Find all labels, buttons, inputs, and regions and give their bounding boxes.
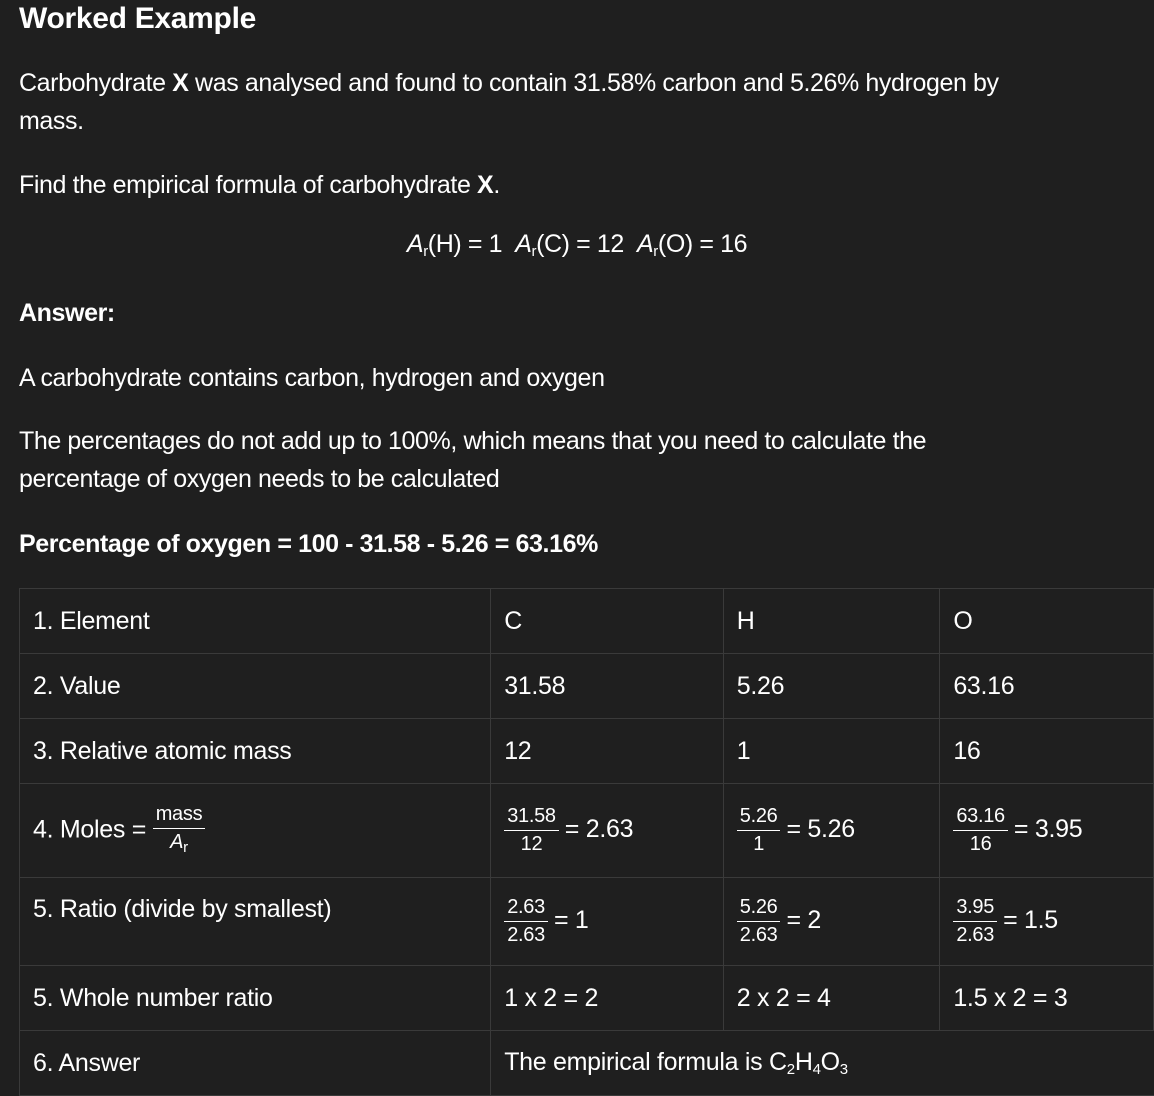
cell-whole-o: 1.5 x 2 = 3 <box>939 965 1154 1031</box>
empirical-formula-table: 1. Element C H O 2. Value 31.58 5.26 63.… <box>18 588 1154 1096</box>
cell-value-o: 63.16 <box>939 653 1154 719</box>
relative-atomic-masses: Ar(H) = 1 Ar(C) = 12 Ar(O) = 16 <box>406 230 748 260</box>
cell-answer: The empirical formula is C2H4O3 <box>490 1030 1154 1096</box>
find-instruction: Find the empirical formula of carbohydra… <box>19 171 500 199</box>
table-row-element: 1. Element C H O <box>18 588 1154 654</box>
cell-ratio-o: 3.95 2.63 = 1.5 <box>939 877 1154 966</box>
cell-moles-c: 31.58 12 = 2.63 <box>490 783 724 878</box>
cell-value-c: 31.58 <box>490 653 724 719</box>
cell-element-c: C <box>490 588 724 654</box>
cell-value-h: 5.26 <box>722 653 941 719</box>
cell-element-h: H <box>722 588 941 654</box>
table-row-value: 2. Value 31.58 5.26 63.16 <box>18 653 1154 719</box>
table-row-ratio: 5. Ratio (divide by smallest) 2.63 2.63 = … <box>18 877 1154 966</box>
worked-example-heading: Worked Example <box>19 2 257 35</box>
answer-label: Answer: <box>19 299 115 327</box>
cell-whole-h: 2 x 2 = 4 <box>722 965 941 1031</box>
row-label: 6. Answer <box>18 1030 492 1096</box>
question-text: Carbohydrate X was analysed and found to… <box>19 69 999 135</box>
moles-fraction: mass Ar <box>152 801 206 861</box>
row-label: 4. Moles = mass Ar <box>18 783 492 878</box>
row-label: 2. Value <box>18 653 492 719</box>
row-label: 1. Element <box>18 588 492 654</box>
cell-ratio-c: 2.63 2.63 = 1 <box>490 877 724 966</box>
table-row-answer: 6. Answer The empirical formula is C2H4O… <box>18 1030 1154 1096</box>
table-row-whole-number: 5. Whole number ratio 1 x 2 = 2 2 x 2 = … <box>18 965 1154 1031</box>
cell-element-o: O <box>939 588 1154 654</box>
cell-whole-c: 1 x 2 = 2 <box>490 965 724 1031</box>
cell-mass-o: 16 <box>939 718 1154 784</box>
oxygen-percentage: Percentage of oxygen = 100 - 31.58 - 5.2… <box>19 530 598 558</box>
table-row-mass: 3. Relative atomic mass 12 1 16 <box>18 718 1154 784</box>
answer-intro: A carbohydrate contains carbon, hydrogen… <box>19 364 605 392</box>
row-label: 3. Relative atomic mass <box>18 718 492 784</box>
cell-ratio-h: 5.26 2.63 = 2 <box>722 877 941 966</box>
percentages-explanation: The percentages do not add up to 100%, w… <box>19 427 927 493</box>
row-label: 5. Whole number ratio <box>18 965 492 1031</box>
cell-mass-c: 12 <box>490 718 724 784</box>
cell-mass-h: 1 <box>722 718 941 784</box>
cell-moles-h: 5.26 1 = 5.26 <box>722 783 941 878</box>
cell-moles-o: 63.16 16 = 3.95 <box>939 783 1154 878</box>
table-row-moles: 4. Moles = mass Ar 31.58 12 = 2.63 5.26 1 = 5… <box>18 783 1154 878</box>
row-label: 5. Ratio (divide by smallest) <box>18 877 492 966</box>
